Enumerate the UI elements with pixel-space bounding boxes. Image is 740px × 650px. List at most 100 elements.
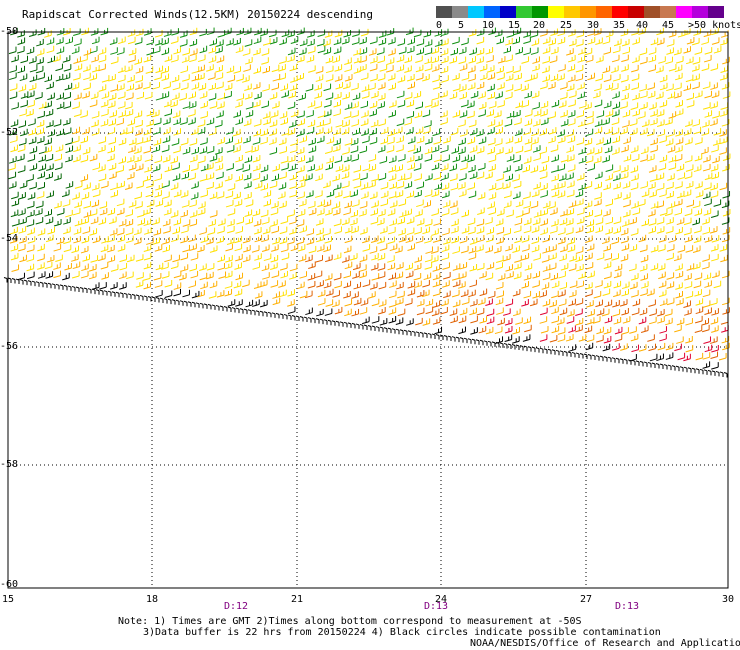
legend-label: 25 (560, 20, 573, 31)
wind-barb (100, 244, 109, 253)
wind-barb (26, 209, 35, 218)
edge-wind-barb (391, 328, 396, 334)
wind-barb (647, 209, 656, 217)
wind-barb (287, 30, 295, 38)
wind-barb (467, 217, 476, 226)
wind-barb (245, 145, 253, 154)
wind-barb (343, 29, 352, 38)
wind-barb (449, 56, 457, 64)
edge-wind-barb (703, 369, 708, 375)
edge-wind-barb (619, 358, 624, 364)
wind-barb (686, 199, 694, 208)
wind-barb (709, 226, 718, 234)
wind-barb (368, 180, 376, 189)
wind-barb (117, 101, 126, 109)
wind-barb (488, 192, 497, 200)
edge-wind-barb (39, 281, 44, 288)
wind-barb (595, 37, 603, 46)
wind-barb (108, 92, 117, 101)
edge-wind-barb (639, 360, 644, 367)
wind-barb (359, 270, 367, 279)
wind-barb (89, 73, 98, 81)
wind-barb (468, 56, 477, 64)
wind-barb (586, 243, 595, 252)
wind-barb (522, 164, 530, 173)
wind-barb (566, 154, 575, 162)
wind-barb (45, 154, 54, 162)
wind-barb (647, 288, 655, 297)
wind-barb (350, 145, 359, 154)
wind-barb (422, 73, 430, 82)
wind-barb (259, 279, 268, 288)
wind-barb (362, 163, 371, 172)
wind-barb (307, 46, 316, 54)
wind-barb (352, 92, 361, 101)
wind-barb (720, 254, 728, 263)
wind-barb (676, 163, 685, 172)
legend-label: 40 (636, 20, 649, 31)
wind-barb (468, 190, 477, 199)
wind-barb (683, 128, 692, 136)
wind-barb (153, 228, 162, 236)
edge-wind-barb (427, 332, 432, 339)
wind-barb (702, 163, 711, 172)
edge-wind-barb (99, 289, 104, 296)
wind-barb (344, 225, 353, 234)
edge-wind-barb (363, 324, 368, 330)
edge-wind-barb (691, 367, 696, 374)
wind-barb (549, 244, 557, 252)
wind-barb (693, 280, 702, 289)
wind-barb (225, 136, 233, 145)
wind-barb (10, 226, 18, 235)
wind-barb (370, 74, 378, 82)
wind-barb (458, 46, 467, 55)
wind-barb (333, 127, 341, 136)
wind-barb (694, 208, 703, 216)
latitude-label: -60 (0, 579, 19, 590)
wind-barb (440, 117, 448, 126)
wind-barb (100, 100, 109, 108)
wind-barb (29, 182, 37, 190)
wind-barb (270, 207, 279, 216)
wind-barb (703, 336, 711, 344)
wind-barb (349, 218, 358, 226)
wind-barb (430, 246, 439, 254)
wind-barb (656, 226, 665, 234)
wind-barb (316, 280, 324, 288)
edge-wind-barb (507, 343, 512, 349)
wind-barb (143, 146, 151, 154)
edge-wind-barb (599, 355, 604, 362)
wind-barb (720, 102, 729, 110)
wind-barb (37, 253, 45, 262)
wind-barb (613, 38, 622, 47)
wind-barb (92, 162, 100, 171)
wind-barb (585, 210, 594, 218)
wind-barb (605, 227, 613, 235)
wind-barb (431, 189, 440, 198)
wind-barb (550, 73, 559, 82)
edge-wind-barb (679, 366, 684, 372)
latitude-label: -56 (0, 341, 19, 352)
wind-barb (233, 191, 241, 200)
day-label: D:13 (424, 601, 449, 612)
wind-barb (488, 183, 497, 191)
wind-barb (296, 55, 305, 63)
wind-barb (558, 173, 567, 182)
edge-wind-barb (235, 307, 240, 314)
wind-barb (413, 272, 422, 281)
wind-barb (533, 253, 541, 261)
edge-wind-barb (723, 371, 728, 378)
wind-barb (395, 262, 404, 270)
wind-barb (217, 218, 226, 227)
map-frame (7, 31, 729, 589)
wind-barb (442, 200, 451, 208)
wind-barb (486, 227, 495, 235)
wind-barb (387, 208, 396, 216)
wind-barb (458, 84, 467, 92)
wind-barb (551, 325, 560, 334)
wind-barb (253, 227, 262, 235)
wind-barb (224, 90, 232, 99)
wind-barb (92, 189, 101, 198)
wind-barb (541, 282, 550, 290)
wind-barb (487, 201, 495, 209)
